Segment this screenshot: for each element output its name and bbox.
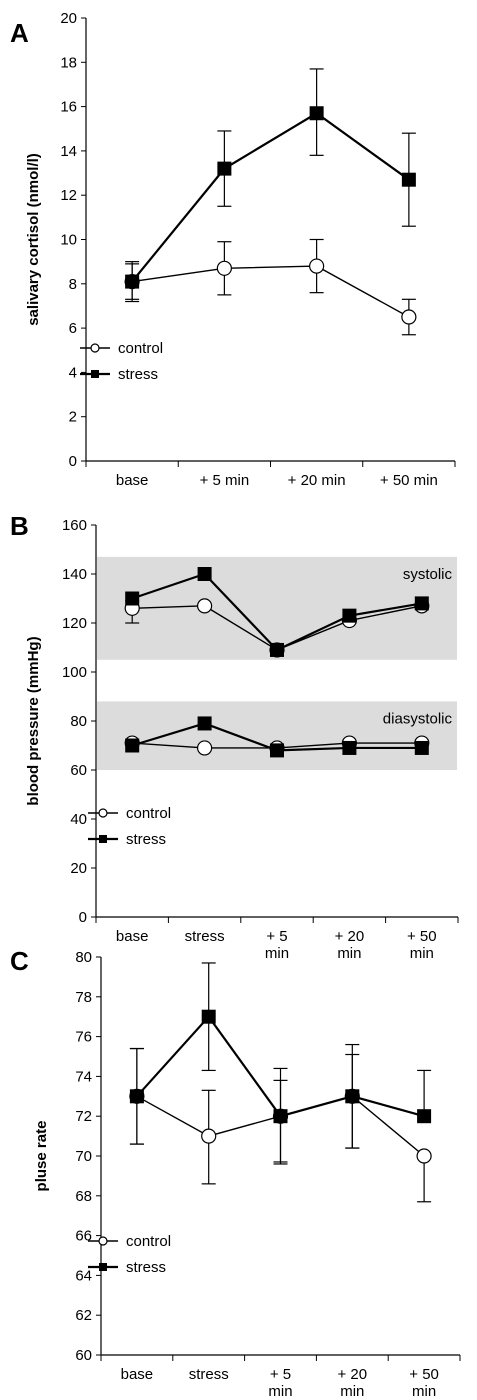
y-axis-label: blood pressure (mmHg) [25, 636, 42, 805]
x-tick-label: stress [189, 1366, 229, 1383]
data-point-stress [414, 596, 429, 611]
y-tick-label: 76 [75, 1029, 92, 1046]
data-point-stress [414, 740, 429, 755]
y-tick-label: 20 [70, 860, 87, 877]
y-tick-label: 100 [62, 664, 87, 681]
band-label: systolic [403, 566, 453, 583]
series-line-control [132, 265, 410, 318]
chart-panel-b: systolic diasystolic 0 20 40 60 80 100 120 140 160… [10, 511, 459, 962]
y-tick-label: 20 [60, 10, 77, 27]
legend-label: stress [126, 1259, 166, 1276]
y-tick-label: 80 [70, 713, 87, 730]
y-tick-label: 70 [75, 1148, 92, 1165]
data-point-stress [201, 1009, 216, 1024]
data-point-stress [342, 740, 357, 755]
data-point-stress [129, 1089, 144, 1104]
y-tick-label: 0 [69, 453, 77, 470]
data-point-stress [342, 608, 357, 623]
y-tick-label: 12 [60, 187, 77, 204]
legend-label: control [126, 805, 171, 822]
data-point-control [216, 260, 232, 276]
data-point-stress [273, 1109, 288, 1124]
y-tick-label: 60 [70, 762, 87, 779]
y-tick-label: 16 [60, 99, 77, 116]
x-tick-label: + 20 min [288, 472, 346, 489]
legend-label: stress [118, 366, 158, 383]
x-tick-label: + 50 min [407, 928, 437, 962]
y-tick-label: 6 [69, 320, 77, 337]
y-tick-label: 64 [75, 1267, 92, 1284]
x-tick-label: + 5 min [268, 1366, 292, 1400]
data-point-stress [125, 738, 140, 753]
y-axis-label: pluse rate [33, 1121, 50, 1192]
x-tick-label: + 20 min [337, 1366, 367, 1400]
legend-marker [99, 1263, 107, 1271]
x-tick-label: + 5 min [265, 928, 289, 962]
data-point-stress [125, 274, 140, 289]
data-point-stress [197, 567, 212, 581]
y-tick-label: 74 [75, 1068, 92, 1085]
band-diasystolic [97, 701, 457, 770]
y-tick-label: 66 [75, 1228, 92, 1245]
data-point-control [197, 740, 213, 756]
data-point-stress [417, 1109, 432, 1124]
legend-marker [98, 808, 108, 818]
y-tick-label: 10 [60, 232, 77, 249]
x-tick-label: + 50 min [380, 472, 438, 489]
legend-label: stress [126, 831, 166, 848]
y-tick-label: 4 [69, 364, 77, 381]
legend-marker [90, 343, 100, 353]
legend-label: control [118, 340, 163, 357]
legend-label: control [126, 1233, 171, 1250]
data-point-stress [309, 106, 324, 121]
x-tick-label: base [121, 1366, 154, 1383]
y-tick-label: 72 [75, 1108, 92, 1125]
x-tick-label: base [116, 928, 149, 945]
y-tick-label: 160 [62, 517, 87, 534]
y-tick-label: 62 [75, 1307, 92, 1324]
x-tick-label: stress [185, 928, 225, 945]
y-tick-label: 140 [62, 566, 87, 583]
legend-marker [91, 370, 99, 378]
chart-panel-a: 0 2 4 6 8 10 12 14 16 18 20 base + 5 min + 20 min + 50… [10, 10, 456, 489]
panel-letter: C [10, 946, 29, 976]
data-point-stress [197, 716, 212, 731]
x-tick-label: + 5 min [200, 472, 250, 489]
legend-marker [99, 835, 107, 843]
data-point-control [201, 1128, 217, 1144]
chart-panel-c: 60 62 64 66 68 70 72 74 76 78 80 base stress + 5 min + … [10, 946, 461, 1400]
data-point-stress [217, 161, 232, 176]
y-tick-label: 18 [60, 54, 77, 71]
data-point-stress [345, 1089, 360, 1104]
y-tick-label: 8 [69, 276, 77, 293]
x-tick-label: + 50 min [409, 1366, 439, 1400]
y-tick-label: 78 [75, 989, 92, 1006]
data-point-control [401, 309, 417, 325]
y-tick-label: 120 [62, 615, 87, 632]
data-point-stress [270, 743, 284, 758]
panel-letter: B [10, 511, 29, 541]
y-tick-label: 60 [75, 1347, 92, 1364]
y-axis-label: salivary cortisol (nmol/l) [25, 153, 42, 326]
y-tick-label: 2 [69, 409, 77, 426]
y-tick-label: 40 [70, 811, 87, 828]
y-tick-label: 68 [75, 1188, 92, 1205]
data-point-control [416, 1148, 432, 1164]
data-point-control [197, 598, 213, 614]
panel-letter: A [10, 18, 29, 48]
data-point-stress [401, 172, 416, 187]
data-point-stress [270, 642, 284, 657]
x-tick-label: + 20 min [335, 928, 365, 962]
legend-marker [98, 1236, 108, 1246]
band-label: diasystolic [383, 710, 453, 727]
y-tick-label: 80 [75, 949, 92, 966]
y-tick-label: 14 [60, 143, 77, 160]
y-tick-label: 0 [79, 909, 87, 926]
data-point-control [309, 258, 325, 274]
x-tick-label: base [116, 472, 149, 489]
data-point-stress [125, 591, 140, 606]
series-line-stress [131, 111, 410, 283]
